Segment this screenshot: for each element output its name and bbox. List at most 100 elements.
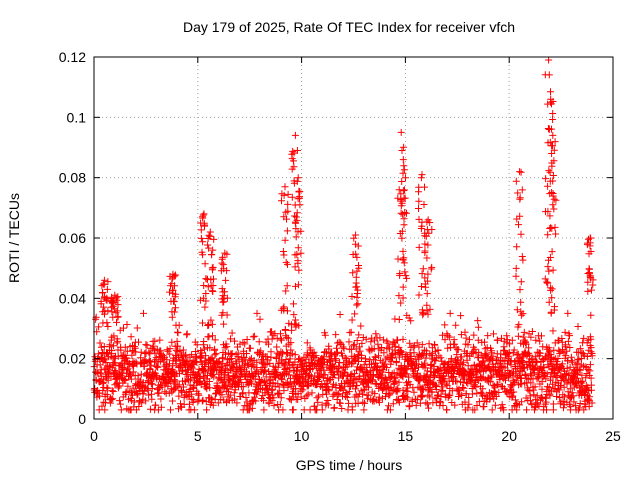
- data-point: [149, 342, 157, 350]
- data-point: [527, 356, 535, 364]
- data-point: [415, 291, 423, 299]
- data-point: [550, 306, 558, 314]
- data-point: [121, 343, 129, 351]
- data-point: [589, 281, 597, 289]
- data-point: [453, 377, 461, 385]
- data-point: [171, 378, 179, 386]
- data-point: [146, 405, 154, 413]
- data-point: [205, 378, 213, 385]
- data-point: [566, 344, 574, 351]
- data-point: [566, 332, 573, 340]
- data-point: [288, 326, 296, 334]
- data-point: [413, 339, 421, 347]
- data-point: [113, 296, 121, 304]
- data-point: [340, 345, 348, 353]
- data-point: [426, 393, 434, 401]
- data-point: [214, 358, 222, 366]
- data-point: [468, 377, 476, 385]
- data-point: [120, 375, 128, 383]
- data-point: [457, 331, 465, 339]
- data-point: [433, 382, 440, 390]
- data-point: [199, 238, 207, 246]
- data-point: [375, 393, 383, 401]
- data-point: [120, 324, 127, 332]
- data-point: [350, 340, 358, 348]
- data-point: [561, 328, 569, 336]
- data-point: [167, 406, 174, 414]
- data-point: [378, 394, 386, 402]
- data-point: [481, 338, 488, 346]
- data-point: [348, 316, 356, 324]
- data-point: [548, 285, 556, 293]
- data-point: [415, 188, 422, 196]
- data-point: [279, 304, 287, 312]
- data-point: [291, 263, 299, 271]
- data-point: [231, 395, 239, 403]
- data-point: [101, 406, 109, 414]
- data-point: [471, 406, 479, 414]
- data-point: [148, 395, 156, 403]
- data-point: [174, 329, 182, 337]
- data-point: [282, 208, 290, 216]
- data-point: [552, 230, 560, 238]
- data-point: [474, 317, 482, 325]
- data-point: [351, 310, 359, 318]
- data-point: [376, 334, 384, 342]
- data-point: [527, 379, 535, 387]
- data-point: [219, 253, 227, 261]
- data-point: [451, 340, 459, 348]
- data-point: [407, 317, 415, 325]
- data-point: [423, 254, 431, 262]
- data-point: [428, 263, 436, 271]
- data-point: [443, 406, 451, 414]
- data-point: [291, 320, 299, 328]
- data-point: [239, 389, 247, 397]
- y-tick-label: 0.1: [67, 109, 87, 125]
- data-point: [353, 337, 361, 344]
- data-point: [426, 305, 434, 313]
- data-point: [264, 389, 272, 397]
- data-point: [294, 244, 302, 252]
- data-point: [447, 355, 455, 363]
- data-point: [419, 265, 427, 273]
- data-point: [543, 406, 550, 414]
- data-point: [108, 387, 116, 395]
- data-point: [397, 128, 405, 136]
- data-point: [493, 380, 501, 388]
- data-point: [201, 303, 209, 311]
- data-point: [425, 377, 433, 385]
- data-point: [517, 230, 525, 238]
- data-point: [197, 234, 205, 242]
- data-point: [274, 390, 282, 398]
- data-point: [98, 289, 106, 297]
- data-point: [542, 375, 550, 383]
- data-point: [343, 393, 351, 401]
- data-point: [394, 255, 402, 263]
- data-point: [140, 309, 147, 317]
- data-point: [108, 295, 116, 302]
- data-point: [348, 406, 356, 414]
- data-point: [431, 341, 439, 349]
- data-point: [530, 364, 538, 372]
- data-point: [237, 375, 244, 383]
- data-point: [122, 388, 130, 396]
- data-point: [127, 375, 135, 383]
- data-point: [290, 311, 298, 319]
- data-point: [575, 366, 583, 373]
- data-point: [293, 177, 301, 185]
- data-point: [437, 354, 445, 362]
- data-point: [580, 352, 588, 360]
- data-point: [544, 383, 551, 391]
- data-point: [203, 406, 211, 414]
- data-point: [385, 345, 393, 353]
- data-point: [303, 392, 311, 400]
- data-point: [415, 197, 423, 205]
- data-point: [202, 290, 210, 297]
- y-axis-label: ROTI / TECUs: [6, 193, 22, 283]
- data-point: [586, 361, 594, 369]
- data-point: [352, 250, 360, 258]
- data-point: [516, 168, 524, 176]
- data-point: [362, 355, 369, 363]
- data-point: [360, 385, 368, 393]
- data-point: [340, 368, 348, 376]
